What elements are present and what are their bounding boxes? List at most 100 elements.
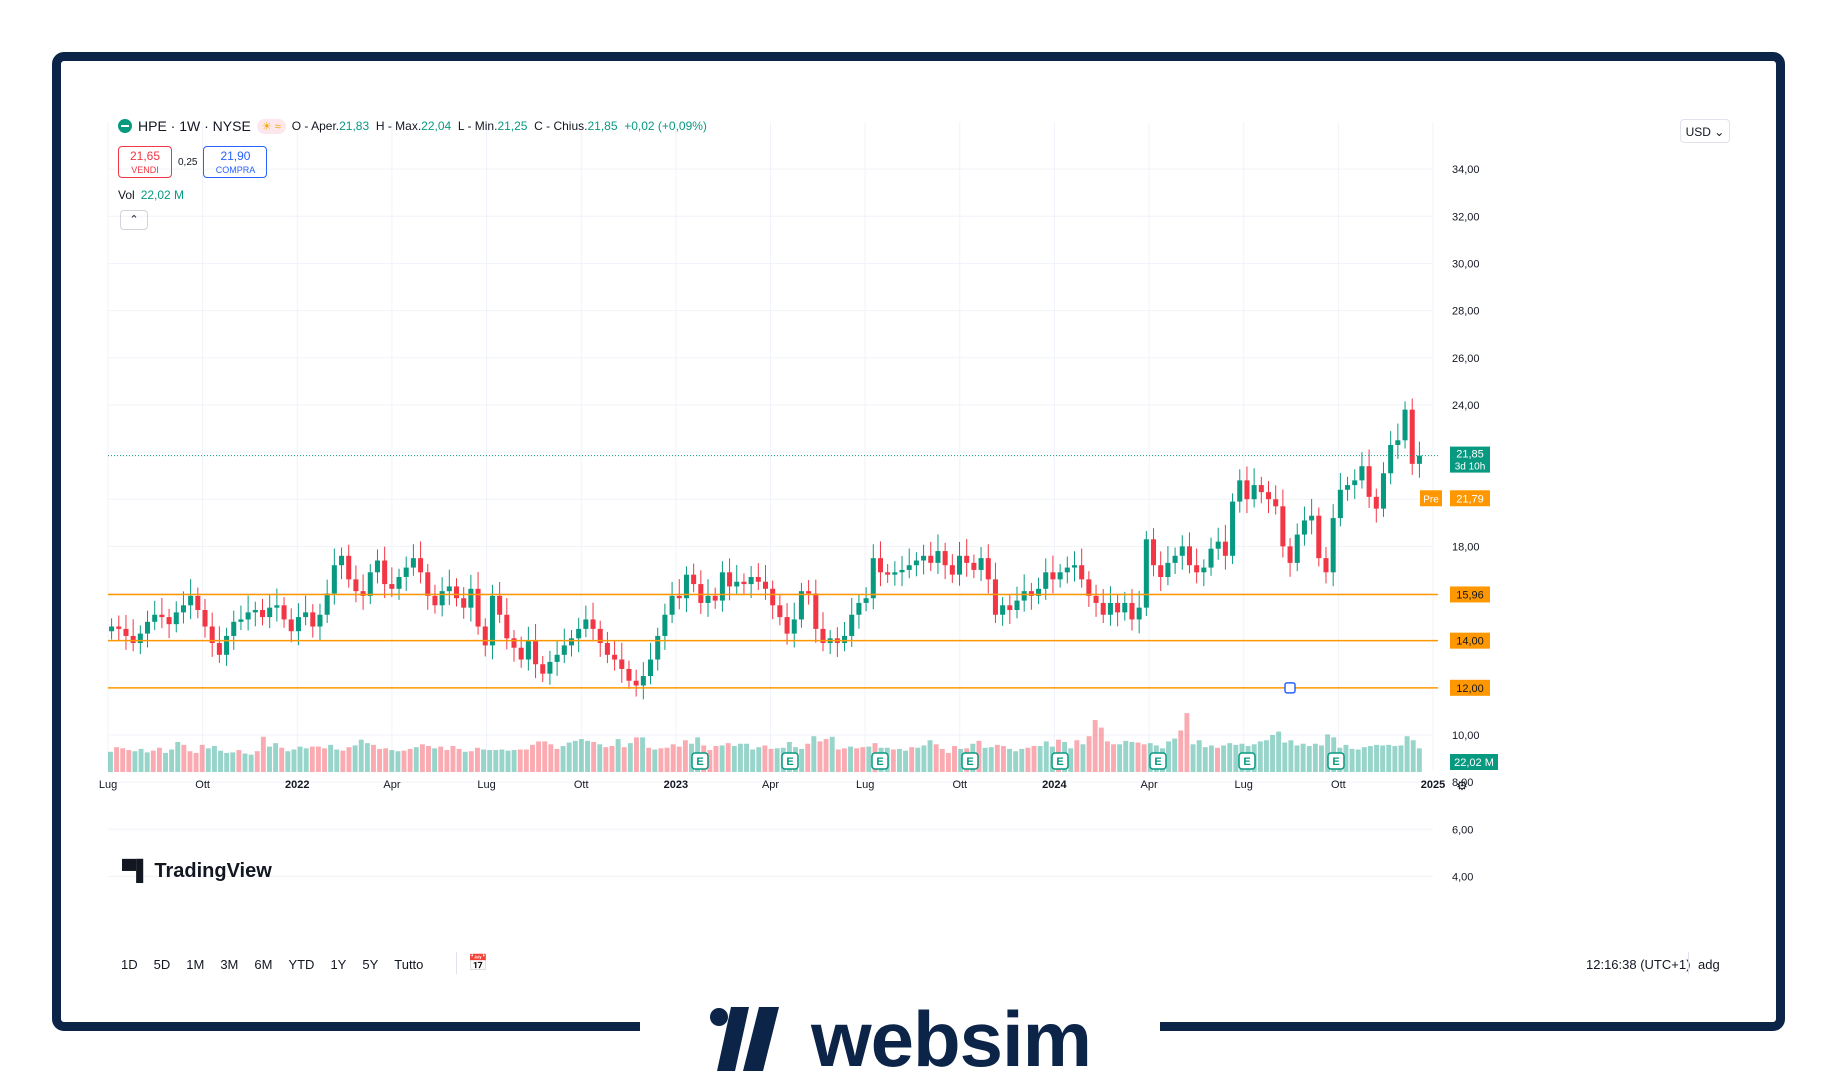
- adjust-toggle[interactable]: adg: [1698, 957, 1720, 972]
- spread-value: 0,25: [178, 156, 198, 168]
- volume-bar: [591, 741, 597, 772]
- candle-body: [928, 555, 934, 563]
- pre-market-label: 21,79: [1456, 493, 1484, 505]
- range-button-1y[interactable]: 1Y: [330, 957, 347, 972]
- volume-bar: [1141, 744, 1147, 772]
- candle-body: [698, 584, 704, 603]
- earnings-marker-label: E: [786, 756, 793, 768]
- hpe-logo-icon: [118, 119, 132, 133]
- candle-body: [1352, 480, 1358, 486]
- volume-bar: [578, 739, 584, 772]
- earnings-marker[interactable]: [691, 752, 709, 770]
- volume-bar: [737, 743, 743, 772]
- volume-bar: [976, 740, 982, 772]
- settings-icon[interactable]: ⚙: [1456, 778, 1468, 793]
- sell-button[interactable]: 21,65 VENDI: [118, 146, 172, 178]
- candle-body: [1186, 546, 1192, 566]
- volume-bar: [132, 751, 138, 772]
- volume-bar: [456, 748, 462, 772]
- candle-body: [1129, 602, 1135, 620]
- currency-selector[interactable]: USD ⌄: [1680, 119, 1730, 143]
- market-status-icon[interactable]: ☀ ≈: [256, 118, 286, 134]
- volume-bar: [676, 746, 682, 772]
- volume-bar: [248, 754, 254, 772]
- x-tick-label: Ott: [195, 779, 210, 791]
- candle-body: [899, 569, 905, 573]
- candle-body: [921, 555, 927, 561]
- range-button-6m[interactable]: 6M: [254, 957, 273, 972]
- earnings-marker[interactable]: [781, 752, 799, 770]
- volume-bar: [1190, 744, 1196, 772]
- volume-bar: [530, 744, 535, 772]
- earnings-marker-label: E: [876, 756, 883, 768]
- candle-body: [1337, 489, 1343, 519]
- volume-bar: [621, 747, 627, 772]
- range-button-5y[interactable]: 5Y: [362, 957, 379, 972]
- volume-bar: [377, 748, 383, 772]
- volume-bar: [150, 750, 156, 772]
- volume-bar: [890, 749, 896, 772]
- volume-bar: [444, 750, 450, 772]
- earnings-marker[interactable]: [871, 752, 889, 770]
- earnings-marker-label: E: [1154, 756, 1161, 768]
- candle-body: [525, 640, 531, 660]
- buy-button[interactable]: 21,90 COMPRA: [203, 146, 268, 178]
- volume-bar: [358, 739, 364, 772]
- candle-body: [683, 574, 689, 599]
- volume-bar: [1374, 744, 1379, 772]
- candle-body: [1086, 579, 1092, 596]
- collapse-legend-button[interactable]: ⌃: [120, 210, 148, 230]
- candle-body: [705, 595, 711, 603]
- candle-body: [1402, 409, 1408, 441]
- range-button-ytd[interactable]: YTD: [288, 957, 315, 972]
- earnings-marker[interactable]: [1051, 752, 1069, 770]
- volume-bar: [315, 746, 321, 772]
- earnings-marker[interactable]: [1238, 752, 1256, 770]
- candle-body: [640, 676, 646, 686]
- volume-bar: [1288, 740, 1294, 772]
- candle-body: [619, 659, 625, 669]
- volume-bar: [939, 748, 945, 772]
- candle-body: [1287, 546, 1293, 563]
- level-drag-handle[interactable]: [1284, 682, 1296, 694]
- price-chart[interactable]: 4,006,008,0010,0012,0014,0016,0018,0020,…: [99, 112, 1738, 982]
- volume-bar: [1111, 744, 1116, 772]
- candle-body: [964, 555, 970, 563]
- volume-bar: [328, 744, 334, 772]
- volume-bar: [909, 747, 915, 772]
- range-button-tutto[interactable]: Tutto: [394, 957, 424, 972]
- candle-body: [1316, 515, 1322, 559]
- candle-body: [374, 560, 380, 573]
- candle-body: [382, 560, 388, 585]
- candle-body: [489, 595, 495, 646]
- tradingview-logo: ▀▌ TradingView: [122, 860, 272, 882]
- volume-bar: [297, 746, 303, 772]
- volume-bar: [725, 743, 731, 772]
- candle-body: [1215, 541, 1221, 549]
- symbol-label[interactable]: HPE · 1W · NYSE: [138, 118, 251, 134]
- volume-bar: [340, 750, 346, 772]
- earnings-marker[interactable]: [1327, 752, 1345, 770]
- candle-body: [267, 607, 273, 618]
- volume-bar: [548, 744, 554, 772]
- volume-bar: [1172, 738, 1178, 772]
- toolbar-separator: [1688, 952, 1689, 974]
- candle-body: [719, 572, 725, 601]
- earnings-marker[interactable]: [961, 752, 979, 770]
- range-button-1m[interactable]: 1M: [186, 957, 205, 972]
- volume-bar: [1312, 743, 1318, 772]
- volume-bar: [1196, 740, 1202, 772]
- range-button-5d[interactable]: 5D: [153, 957, 171, 972]
- earnings-marker[interactable]: [1149, 752, 1167, 770]
- volume-bar: [1276, 731, 1282, 772]
- candle-body: [906, 565, 912, 570]
- candle-body: [1208, 548, 1214, 568]
- volume-bar: [1270, 735, 1276, 772]
- range-button-3m[interactable]: 3M: [220, 957, 239, 972]
- candle-body: [1244, 480, 1250, 500]
- candle-body: [439, 591, 445, 606]
- calendar-icon[interactable]: 📅: [468, 955, 488, 972]
- chart-panel[interactable]: 4,006,008,0010,0012,0014,0016,0018,0020,…: [99, 112, 1738, 982]
- volume-bar: [1129, 741, 1135, 772]
- range-button-1d[interactable]: 1D: [121, 957, 138, 972]
